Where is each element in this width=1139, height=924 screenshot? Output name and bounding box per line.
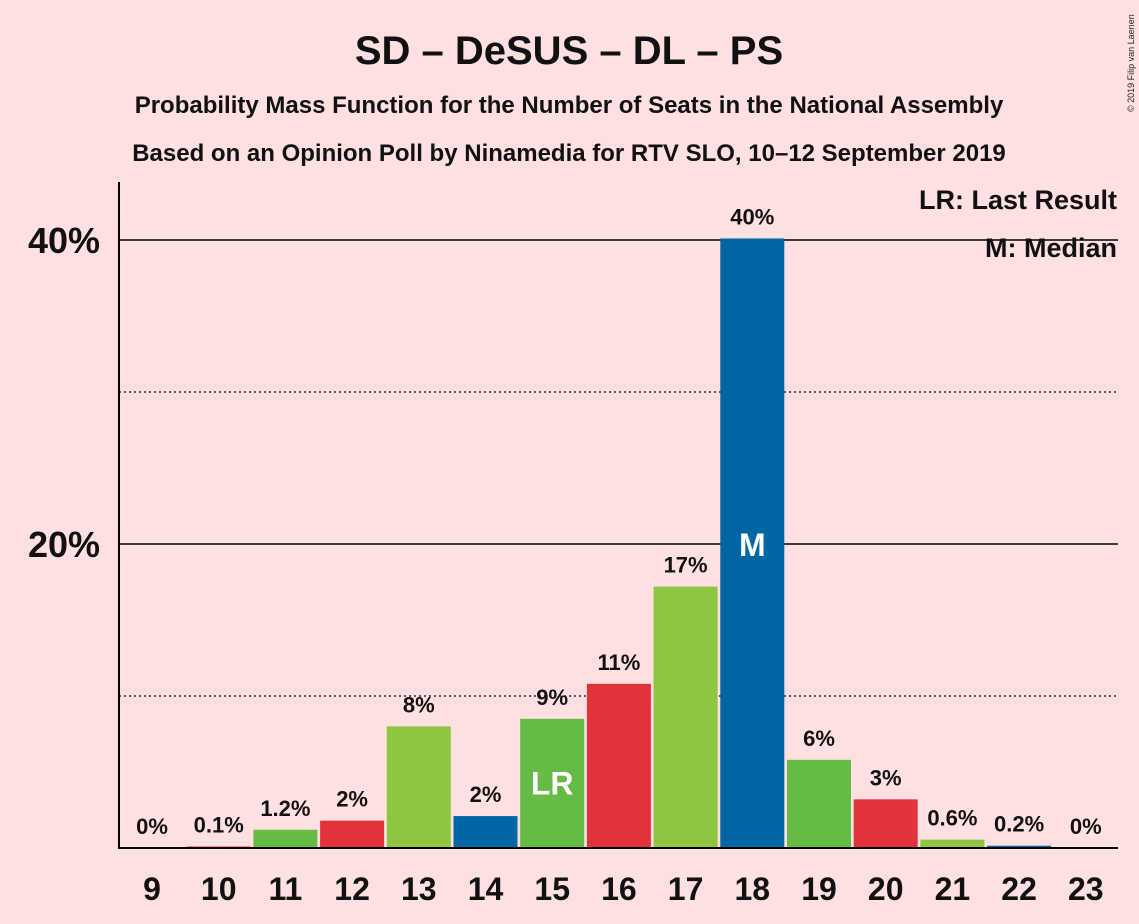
legend-median: M: Median [985, 233, 1117, 263]
bar-seat-16 [586, 683, 651, 848]
marker-m: M [739, 527, 766, 563]
x-tick-label: 12 [334, 871, 370, 907]
data-label-seat-20: 3% [870, 765, 902, 790]
y-tick-label: 20% [28, 524, 100, 565]
bar-seat-14 [453, 816, 518, 848]
data-label-seat-13: 8% [403, 692, 435, 717]
bars [186, 238, 1052, 849]
bar-seat-15 [520, 718, 585, 848]
bar-seat-20 [853, 799, 918, 848]
bar-seat-18 [720, 238, 785, 849]
bar-seat-13 [386, 726, 451, 848]
data-labels: 0% 0.1% 1.2% 2% 8% 2% 9% 11% 17% 40% 6% 3% 0.6% 0.2% 0… [136, 204, 1102, 839]
x-tick-label: 13 [401, 871, 437, 907]
gridlines [119, 239, 1118, 697]
bar-seat-22 [987, 845, 1052, 848]
x-tick-label: 18 [735, 871, 771, 907]
data-label-seat-15: 9% [536, 685, 568, 710]
bar-markers: LR M [531, 527, 766, 801]
x-tick-label: 11 [268, 871, 302, 907]
data-label-seat-18: 40% [730, 204, 774, 229]
bar-seat-17 [653, 586, 718, 848]
x-axis-ticks: 9 10 11 12 13 14 15 16 17 18 19 20 21 22 23 [143, 871, 1103, 907]
data-label-seat-16: 11% [597, 650, 640, 675]
x-tick-label: 23 [1068, 871, 1104, 907]
x-tick-label: 19 [801, 871, 837, 907]
x-tick-label: 22 [1001, 871, 1037, 907]
data-label-seat-22: 0.2% [994, 812, 1044, 837]
y-axis-ticks: 20% 40% [28, 220, 100, 565]
data-label-seat-21: 0.6% [927, 806, 977, 831]
x-tick-label: 21 [935, 871, 971, 907]
marker-lr: LR [531, 765, 574, 801]
copyright-notice: © 2019 Filip van Laenen [1126, 14, 1136, 112]
y-tick-label: 40% [28, 220, 100, 261]
data-label-seat-9: 0% [136, 814, 168, 839]
bar-seat-19 [787, 759, 851, 848]
x-tick-label: 9 [143, 871, 161, 907]
data-label-seat-10: 0.1% [194, 812, 244, 837]
data-label-seat-14: 2% [470, 782, 502, 807]
chart-subtitle-source: Based on an Opinion Poll by Ninamedia fo… [132, 140, 1006, 167]
chart-subtitle: Probability Mass Function for the Number… [135, 92, 1004, 119]
legend-last-result: LR: Last Result [919, 185, 1117, 215]
bar-seat-21 [920, 839, 985, 848]
x-tick-label: 15 [534, 871, 570, 907]
data-label-seat-12: 2% [336, 787, 368, 812]
x-tick-label: 17 [668, 871, 704, 907]
x-tick-label: 16 [601, 871, 637, 907]
x-tick-label: 14 [468, 871, 504, 907]
data-label-seat-11: 1.2% [260, 796, 310, 821]
data-label-seat-19: 6% [803, 726, 835, 751]
bar-seat-12 [320, 820, 385, 848]
data-label-seat-23: 0% [1070, 814, 1102, 839]
x-tick-label: 20 [868, 871, 904, 907]
x-tick-label: 10 [201, 871, 237, 907]
chart-title: SD – DeSUS – DL – PS [355, 29, 783, 73]
bar-seat-11 [253, 829, 318, 848]
data-label-seat-17: 17% [664, 553, 708, 578]
